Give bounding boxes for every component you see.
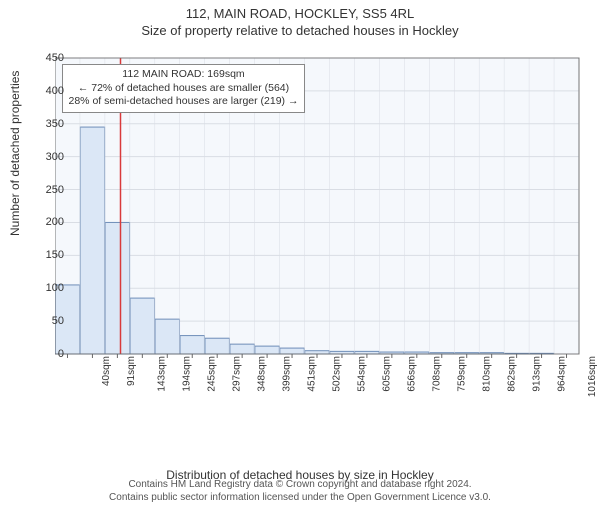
title-address: 112, MAIN ROAD, HOCKLEY, SS5 4RL [0,6,600,21]
y-tick: 150 [34,249,64,261]
x-tick: 708sqm [431,356,442,392]
annotation-line3: 28% of semi-detached houses are larger (… [69,95,299,109]
footer-attribution: Contains HM Land Registry data © Crown c… [0,479,600,504]
x-tick: 194sqm [182,356,193,392]
annotation-line2: ← 72% of detached houses are smaller (56… [69,82,299,96]
y-tick: 100 [34,282,64,294]
y-tick: 50 [34,315,64,327]
x-tick: 348sqm [257,356,268,392]
title-subtitle: Size of property relative to detached ho… [0,23,600,38]
annotation-box: 112 MAIN ROAD: 169sqm ← 72% of detached … [62,64,306,113]
x-tick: 810sqm [481,356,492,392]
y-tick: 450 [34,52,64,64]
x-tick: 913sqm [531,356,542,392]
x-tick: 143sqm [157,356,168,392]
x-tick: 40sqm [101,356,112,386]
x-tick: 502sqm [332,356,343,392]
y-tick: 200 [34,216,64,228]
x-tick: 297sqm [232,356,243,392]
y-axis-label: Number of detached properties [8,71,22,236]
x-tick: 451sqm [307,356,318,392]
footer-line1: Contains HM Land Registry data © Crown c… [0,479,600,492]
y-tick: 0 [34,348,64,360]
y-tick: 250 [34,184,64,196]
x-tick: 862sqm [506,356,517,392]
x-tick: 759sqm [456,356,467,392]
y-tick: 350 [34,118,64,130]
y-tick: 300 [34,151,64,163]
y-tick: 400 [34,85,64,97]
annotation-line1: 112 MAIN ROAD: 169sqm [69,68,299,82]
x-tick: 1016sqm [587,356,598,397]
x-tick: 964sqm [556,356,567,392]
x-tick: 656sqm [406,356,417,392]
x-tick: 605sqm [382,356,393,392]
chart-titles: 112, MAIN ROAD, HOCKLEY, SS5 4RL Size of… [0,6,600,38]
x-tick: 399sqm [282,356,293,392]
footer-line2: Contains public sector information licen… [0,492,600,505]
x-tick: 91sqm [126,356,137,386]
x-tick: 554sqm [357,356,368,392]
x-tick: 245sqm [207,356,218,392]
